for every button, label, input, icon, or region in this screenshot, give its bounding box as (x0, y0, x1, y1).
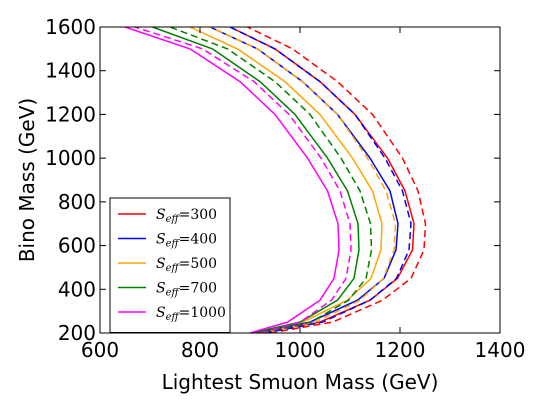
ticks: 600 800 1000 1200 1400 200 400 600 800 1000 1200 14… (45, 15, 525, 362)
legend-value: =1000 (179, 305, 226, 321)
x-tick-label: 1000 (275, 338, 326, 362)
y-axis-label: Bino Mass (GeV) (15, 98, 39, 262)
legend-symbol: S (156, 256, 166, 272)
legend-subscript: eff (166, 214, 181, 225)
y-tick-label: 1000 (45, 146, 96, 170)
x-tick-label: 1200 (375, 338, 426, 362)
plot-frame (99, 26, 501, 334)
legend-entry: Seff=700 (156, 281, 217, 299)
legend-subscript: eff (166, 288, 181, 299)
y-tick-label: 200 (58, 321, 96, 345)
y-tick-label: 1400 (45, 59, 96, 83)
legend-entry: Seff=300 (156, 207, 217, 225)
legend-value: =400 (179, 232, 217, 248)
y-tick-label: 1200 (45, 102, 96, 126)
legend-entry: Seff=400 (156, 232, 217, 250)
series-1000-dashed-line (134, 26, 352, 334)
legend: Seff=300Seff=400Seff=500Seff=700Seff=100… (109, 197, 231, 333)
series-500-dashed-line (209, 26, 397, 334)
legend-symbol: S (156, 305, 166, 321)
x-tick-label: 800 (181, 338, 219, 362)
series-400-dashed-line (229, 26, 412, 334)
legend-entry: Seff=1000 (156, 305, 226, 323)
legend-value: =300 (179, 207, 217, 223)
x-tick-label: 1400 (475, 338, 526, 362)
series-700-solid-line (152, 26, 360, 334)
series-300-dashed-line (247, 26, 427, 334)
y-tick-label: 400 (58, 277, 96, 301)
legend-subscript: eff (166, 263, 181, 274)
y-tick-label: 800 (58, 190, 96, 214)
legend-value: =500 (179, 256, 217, 272)
series-500-solid-line (189, 26, 383, 334)
x-tick-label: 600 (81, 338, 119, 362)
y-tick-label: 1600 (45, 15, 96, 39)
legend-value: =700 (179, 281, 217, 297)
x-axis-label: Lightest Smuon Mass (GeV) (162, 370, 439, 394)
legend-symbol: S (156, 232, 166, 248)
series-1000-solid-line (124, 26, 340, 334)
y-tick-label: 600 (58, 234, 96, 258)
curves (124, 26, 427, 334)
legend-box (109, 197, 231, 333)
series-700-dashed-line (169, 26, 373, 334)
legend-symbol: S (156, 207, 166, 223)
legend-symbol: S (156, 281, 166, 297)
legend-subscript: eff (166, 312, 181, 323)
legend-subscript: eff (166, 239, 181, 250)
legend-entry: Seff=500 (156, 256, 217, 274)
